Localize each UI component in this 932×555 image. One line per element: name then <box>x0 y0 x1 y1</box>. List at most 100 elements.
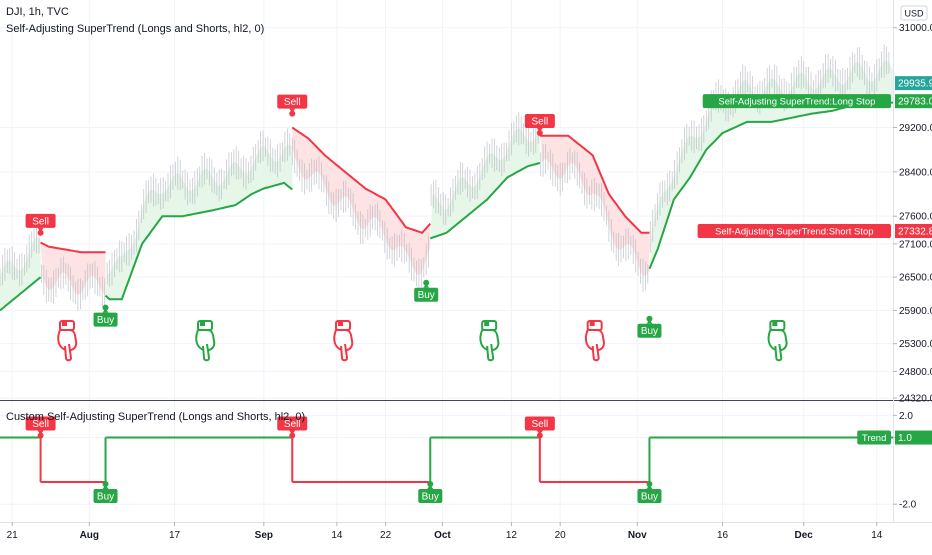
signal-buy-3: Buy <box>414 279 439 302</box>
sub-signal-sell-4-box <box>524 416 555 431</box>
hand-palm <box>195 329 216 351</box>
short-stop-label-box <box>697 223 891 238</box>
y-tick-label-0: 31000.0 <box>899 23 932 34</box>
stop-lines <box>0 101 894 312</box>
long-stop-label-box <box>702 94 891 109</box>
long-stop-tag-box <box>895 94 932 109</box>
long-stop-line-0 <box>0 276 42 312</box>
hand-palm <box>57 329 78 351</box>
x-tick-label-3: Sep <box>255 530 273 541</box>
signal-buy-1-box <box>93 312 118 327</box>
hand-finger <box>486 343 495 362</box>
trend-value-tag-text: 1.0 <box>898 433 912 444</box>
sub-signal-sell-2-text: Sell <box>284 419 301 430</box>
fill-segment-6 <box>649 60 893 271</box>
hand-cuff-mark <box>200 322 206 326</box>
signal-sell-0-dot <box>37 229 44 236</box>
trend-value-tag-box <box>895 430 932 445</box>
x-tick-label-9: Nov <box>628 530 647 541</box>
sub-signal-sell-0-box <box>25 416 56 431</box>
hand-cuff-mark <box>589 322 595 326</box>
y-tick-label-4: 27100.0 <box>899 239 932 250</box>
long-stop-tag-text: 29783.0 <box>898 97 932 108</box>
signal-buy-1-dot <box>102 304 109 311</box>
candles <box>0 44 890 311</box>
long-stop-line-2 <box>104 181 293 301</box>
x-tick-label-1: Aug <box>80 530 99 541</box>
sub-signal-sell-0-dot <box>37 432 44 439</box>
signal-buy-5: Buy <box>637 315 662 338</box>
trend-label-text: Trend <box>862 433 886 444</box>
signal-sell-4-text: Sell <box>532 117 549 128</box>
signal-buy-3-text: Buy <box>418 290 435 301</box>
hand-palm <box>584 329 605 351</box>
hand-down-green-icon-3 <box>479 320 500 362</box>
sub-signal-buy-5-dot <box>646 481 653 487</box>
long-stop-label-text: Self-Adjusting SuperTrend:Long Stop <box>718 97 875 108</box>
x-tick-label-7: 12 <box>506 530 518 541</box>
signal-sell-2-text: Sell <box>284 97 301 108</box>
hand-palm <box>333 329 354 351</box>
hand-cuff-mark <box>338 322 344 326</box>
fill-segment-4 <box>430 126 540 248</box>
short-stop-line-1 <box>40 241 106 254</box>
signal-buy-3-box <box>414 287 439 302</box>
short-stop-line-3 <box>291 126 432 234</box>
fill-segment-2 <box>105 144 293 300</box>
trend-label-box <box>857 430 891 445</box>
hand-icons <box>57 320 788 362</box>
hand-cuff-mark <box>484 322 490 326</box>
signal-buy-1-text: Buy <box>97 315 114 326</box>
y-tick-label-6: 25900.0 <box>899 306 932 317</box>
hand-palm <box>767 329 788 351</box>
x-tick-label-12: 14 <box>871 530 883 541</box>
hand-down-red-icon-0 <box>57 320 78 362</box>
sub-signal-sell-0: Sell <box>25 416 56 439</box>
signal-buy-3-dot <box>423 279 430 286</box>
short-stop-label-text: Self-Adjusting SuperTrend:Short Stop <box>715 226 874 237</box>
sub-signal-buy-3-box <box>418 489 443 503</box>
sub-signal-buy-3-dot <box>427 481 434 487</box>
trend-line <box>0 436 893 483</box>
x-tick-label-2: 17 <box>169 530 181 541</box>
x-tick-label-11: Dec <box>795 530 814 541</box>
short-stop-tag-text: 27332.8 <box>898 226 932 237</box>
fill-segment-0 <box>0 237 41 311</box>
hand-palm <box>479 329 500 351</box>
signal-sell-0: Sell <box>25 213 56 236</box>
sub-signal-sell-0-text: Sell <box>32 419 49 430</box>
sub-signal-buy-5: Buy <box>637 481 662 503</box>
subpane-title: Custom Self-Adjusting SuperTrend (Longs … <box>6 411 306 423</box>
sub-signal-sell-4: Sell <box>524 416 555 439</box>
y-tick-label-1: 29200.0 <box>899 123 932 134</box>
sub-signal-sell-2: Sell <box>277 416 308 439</box>
sub-signal-buy-1: Buy <box>93 481 118 503</box>
hand-down-green-icon-5 <box>767 320 788 362</box>
sub-signal-buy-3-text: Buy <box>422 492 439 503</box>
x-tick-label-0: 21 <box>7 530 19 541</box>
subpane-signals: Sell Buy Sell Buy Sell Buy <box>25 416 662 503</box>
sub-signal-sell-2-box <box>277 416 308 431</box>
short-stop-line-5 <box>539 134 650 234</box>
sub-signal-buy-1-box <box>93 489 118 503</box>
x-tick-label-5: 22 <box>380 530 392 541</box>
signal-sell-4: Sell <box>524 114 555 137</box>
hand-finger <box>202 343 211 362</box>
sub-signal-sell-2-dot <box>289 432 296 439</box>
hand-finger <box>774 343 783 362</box>
hand-down-red-icon-2 <box>333 320 354 362</box>
x-tick-label-6: Oct <box>434 530 451 541</box>
y-tick-label-9: 24320.0 <box>899 394 932 405</box>
signal-buy-5-box <box>637 323 662 338</box>
signal-sell-4-dot <box>536 130 543 137</box>
hand-cuff-mark <box>62 322 68 326</box>
signal-sell-2-dot <box>289 110 296 117</box>
hand-down-red-icon-4 <box>584 320 605 362</box>
signal-buy-5-text: Buy <box>641 326 658 337</box>
y-tick-label-2: 28400.0 <box>899 167 932 178</box>
currency-box <box>900 5 928 21</box>
sub-signal-buy-1-text: Buy <box>97 492 114 503</box>
y-tick-label-8: 24800.0 <box>899 367 932 378</box>
